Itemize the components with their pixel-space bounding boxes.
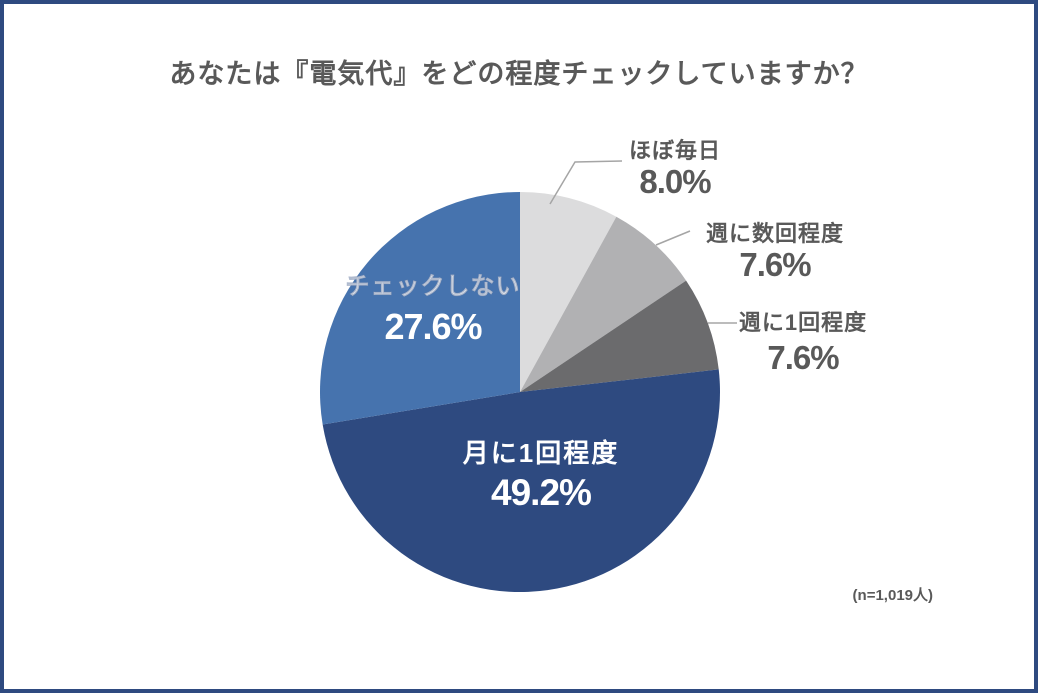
leader-line-few-times-a-week <box>655 230 691 246</box>
pie-slice-4 <box>319 192 520 425</box>
pie-slice-3 <box>322 369 720 593</box>
segment-label-almost-every-day: ほぼ毎日 8.0% <box>629 138 721 201</box>
pie-slice-2 <box>520 280 719 392</box>
segment-label-once-a-week: 週に1回程度 7.6% <box>739 310 867 377</box>
segment-name: 週に1回程度 <box>738 310 868 335</box>
segment-label-once-a-month: 月に1回程度 49.2% <box>463 438 619 514</box>
pie-slice-0 <box>520 192 617 392</box>
pie-slices <box>319 192 720 593</box>
segment-value: 7.6% <box>739 246 811 284</box>
segment-name: チェックしない <box>345 273 521 301</box>
pie-chart <box>319 160 737 593</box>
segment-name: 月に1回程度 <box>462 438 620 468</box>
segment-name: ほぼ毎日 <box>628 138 722 163</box>
sample-size-note: (n=1,019人) <box>852 587 933 604</box>
leader-line-almost-every-day <box>549 160 623 205</box>
chart-title: あなたは『電気代』をどの程度チェックしていますか？ <box>169 59 869 89</box>
segment-value: 8.0% <box>639 163 711 201</box>
segment-label-few-times-a-week: 週に数回程度 7.6% <box>706 221 844 284</box>
leader-lines <box>549 160 737 324</box>
segment-value: 7.6% <box>767 339 839 377</box>
segment-value: 49.2% <box>491 472 592 514</box>
segment-name: 週に数回程度 <box>705 221 845 246</box>
segment-value: 27.6% <box>384 305 482 347</box>
segment-label-dont-check: チェックしない 27.6% <box>345 273 521 347</box>
pie-slice-1 <box>520 216 687 392</box>
